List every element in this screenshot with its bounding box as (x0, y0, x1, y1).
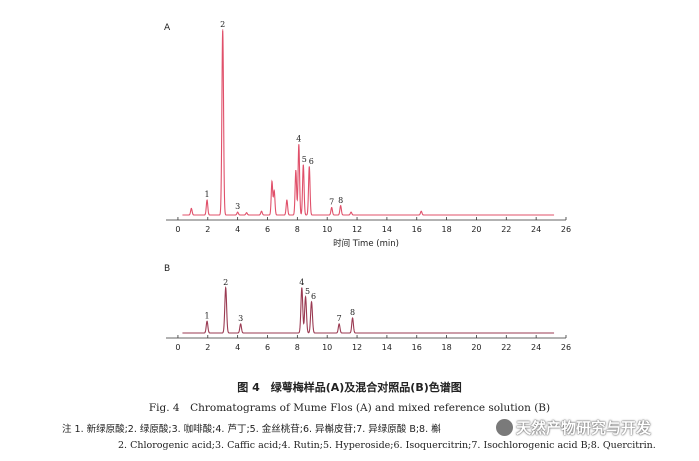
peak-point-A (331, 207, 333, 209)
peak-label-A: 3 (235, 202, 240, 211)
panel-label-B: B (164, 264, 170, 274)
x-tick-label-B: 12 (352, 343, 362, 352)
peak-point-A (286, 199, 288, 201)
peak-point-B (304, 296, 307, 298)
x-tick-label-B: 24 (531, 343, 541, 352)
peak-label-B: 5 (305, 287, 310, 296)
chromatogram-trace-B (182, 285, 555, 334)
peak-point-B (338, 323, 340, 325)
x-tick-label-B: 8 (295, 343, 300, 352)
peak-point-A (271, 181, 273, 183)
x-tick-label-A: 10 (322, 225, 332, 234)
x-tick-label-B: 10 (322, 343, 332, 352)
peak-point-A (350, 211, 352, 213)
peak-point-A (245, 212, 248, 214)
peak-label-A: 1 (204, 190, 209, 199)
x-tick-label-A: 20 (471, 225, 481, 234)
peak-point-B (301, 287, 303, 289)
x-tick-label-B: 16 (412, 343, 422, 352)
peak-point-A (302, 164, 304, 166)
panel-label-A: A (164, 23, 171, 33)
peak-point-B (206, 320, 208, 322)
peak-label-B: 4 (299, 278, 304, 287)
x-axis-label: 时间 Time (min) (333, 238, 399, 249)
x-tick-label-A: 14 (382, 225, 392, 234)
x-tick-label-A: 4 (235, 225, 240, 234)
watermark-text: 天然产物研究与开发 (516, 419, 652, 437)
peak-point-B (351, 317, 354, 319)
x-tick-label-A: 6 (265, 225, 270, 234)
x-tick-label-B: 6 (265, 343, 270, 352)
x-tick-label-A: 16 (412, 225, 422, 234)
peak-point-A (298, 144, 300, 146)
x-tick-label-A: 24 (531, 225, 541, 234)
x-tick-label-B: 4 (235, 343, 240, 352)
x-tick-label-A: 22 (501, 225, 511, 234)
chromatogram-trace-A (182, 30, 555, 216)
peak-point-B (225, 287, 227, 289)
x-tick-label-B: 20 (471, 343, 481, 352)
figure-caption-cn: 图 4 绿萼梅样品(A)及混合对照品(B)色谱图 (237, 381, 462, 394)
peak-label-B: 8 (350, 308, 355, 317)
x-tick-label-B: 22 (501, 343, 511, 352)
watermark: 天然产物研究与开发 (496, 417, 651, 438)
peak-label-B: 1 (204, 311, 209, 320)
x-tick-label-B: 0 (175, 343, 180, 352)
figure-note-line-2: 2. Chlorogenic acid;3. Caffic acid;4. Ru… (118, 440, 656, 451)
peak-label-A: 5 (302, 155, 307, 164)
peak-label-A: 8 (338, 196, 343, 205)
peak-point-A (295, 170, 297, 172)
peak-label-A: 7 (329, 198, 334, 207)
peak-label-A: 4 (296, 135, 301, 144)
x-tick-label-A: 12 (352, 225, 362, 234)
x-tick-label-B: 2 (205, 343, 210, 352)
figure-note-line-1: 注 1. 新绿原酸;2. 绿原酸;3. 咖啡酸;4. 芦丁;5. 金丝桃苷;6.… (62, 424, 441, 435)
peak-label-B: 3 (238, 314, 243, 323)
peak-point-A (273, 190, 275, 192)
x-tick-label-A: 26 (561, 225, 571, 234)
peak-label-B: 2 (223, 278, 228, 287)
peak-point-A (340, 205, 342, 207)
peak-point-B (240, 323, 242, 325)
x-tick-label-A: 0 (175, 225, 180, 234)
peak-point-A (222, 29, 224, 31)
figure-caption-en: Fig. 4 Chromatograms of Mume Flos (A) an… (148, 402, 551, 414)
peak-label-B: 6 (311, 292, 316, 301)
peak-label-A: 6 (309, 157, 314, 166)
peak-point-B (310, 301, 313, 303)
peak-point-A (260, 210, 263, 212)
x-tick-label-A: 2 (205, 225, 210, 234)
peak-point-A (190, 207, 192, 210)
x-tick-label-A: 8 (295, 225, 300, 234)
wechat-icon (496, 419, 513, 436)
x-tick-label-B: 26 (561, 343, 571, 352)
peak-point-A (206, 199, 208, 201)
peak-point-A (237, 211, 239, 213)
peak-point-A (308, 166, 310, 168)
peak-point-A (420, 210, 422, 212)
peak-label-B: 7 (337, 314, 342, 323)
x-tick-label-B: 18 (442, 343, 452, 352)
x-tick-label-A: 18 (442, 225, 452, 234)
peak-label-A: 2 (220, 20, 225, 29)
x-tick-label-B: 14 (382, 343, 392, 352)
